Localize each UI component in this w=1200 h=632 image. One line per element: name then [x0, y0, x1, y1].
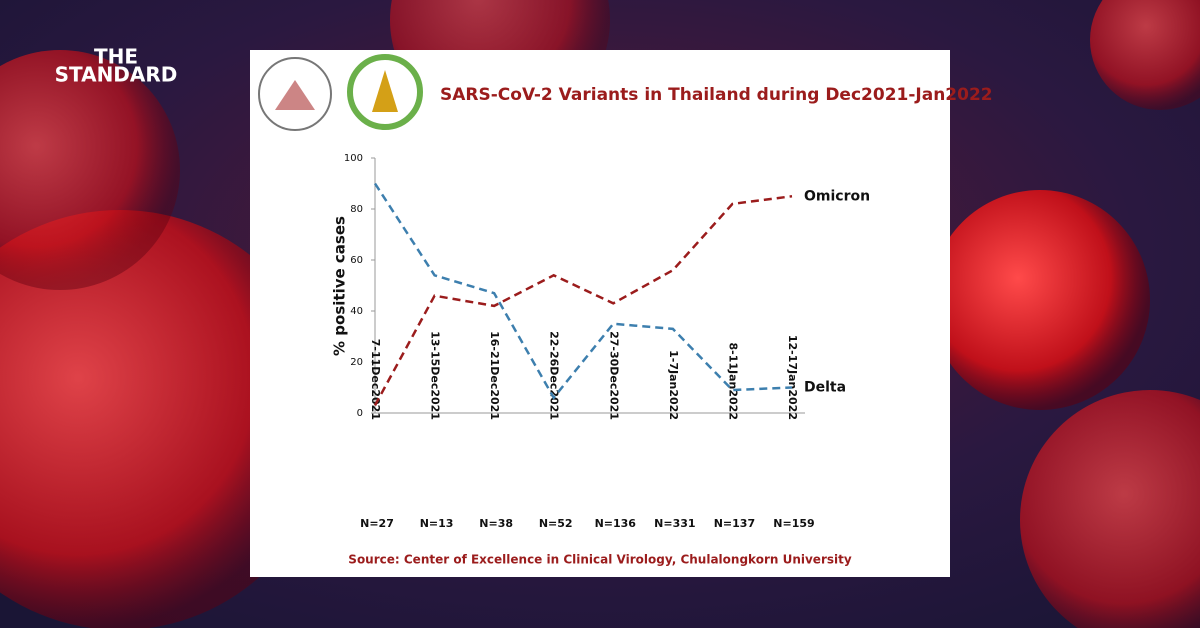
source: Source: Center of Excellence in Clinical… — [348, 553, 852, 567]
y-tick-label: 40 — [350, 306, 363, 317]
y-tick-label: 100 — [344, 153, 363, 164]
virus-decor — [1020, 390, 1200, 632]
x-tick-label: 22-26Dec2021 — [548, 331, 561, 420]
logo-emblem — [372, 70, 398, 112]
chart-panel — [250, 50, 950, 577]
sample-label: N=13 — [420, 517, 454, 530]
y-axis-label: % positive cases — [331, 216, 349, 356]
sample-label: N=52 — [539, 517, 573, 530]
brand-line1: THE — [94, 45, 138, 69]
series-label: Omicron — [804, 188, 870, 204]
virus-decor — [0, 210, 330, 630]
sample-label: N=136 — [595, 517, 637, 530]
logo-emblem — [275, 80, 315, 110]
x-tick-label: 27-30Dec2021 — [607, 331, 620, 420]
sample-label: N=27 — [360, 517, 394, 530]
series-line — [373, 195, 793, 406]
chart-title: SARS-CoV-2 Variants in Thailand during D… — [440, 85, 993, 105]
sample-label: N=331 — [654, 517, 695, 530]
x-tick-label: 12-17Jan2022 — [786, 335, 799, 420]
brand-line2: STANDARD — [55, 63, 178, 87]
series-line — [373, 182, 793, 400]
series-label: Delta — [804, 380, 846, 396]
y-tick-label: 20 — [350, 357, 363, 368]
sample-label: N=137 — [714, 517, 755, 530]
x-tick-label: 1-7Jan2022 — [667, 350, 680, 420]
sample-label: N=38 — [479, 517, 513, 530]
x-tick-label: 7-11Dec2021 — [369, 339, 382, 420]
virus-decor — [930, 190, 1150, 410]
x-tick-label: 8-11Jan2022 — [726, 343, 739, 421]
x-tick-label: 13-15Dec2021 — [429, 331, 442, 420]
y-tick-label: 0 — [357, 408, 363, 419]
x-tick-label: 16-21Dec2021 — [488, 331, 501, 420]
virus-decor — [0, 50, 180, 290]
y-tick-label: 80 — [350, 204, 363, 215]
y-tick-label: 60 — [350, 255, 363, 266]
virus-decor — [1090, 0, 1200, 110]
sample-label: N=159 — [773, 517, 814, 530]
